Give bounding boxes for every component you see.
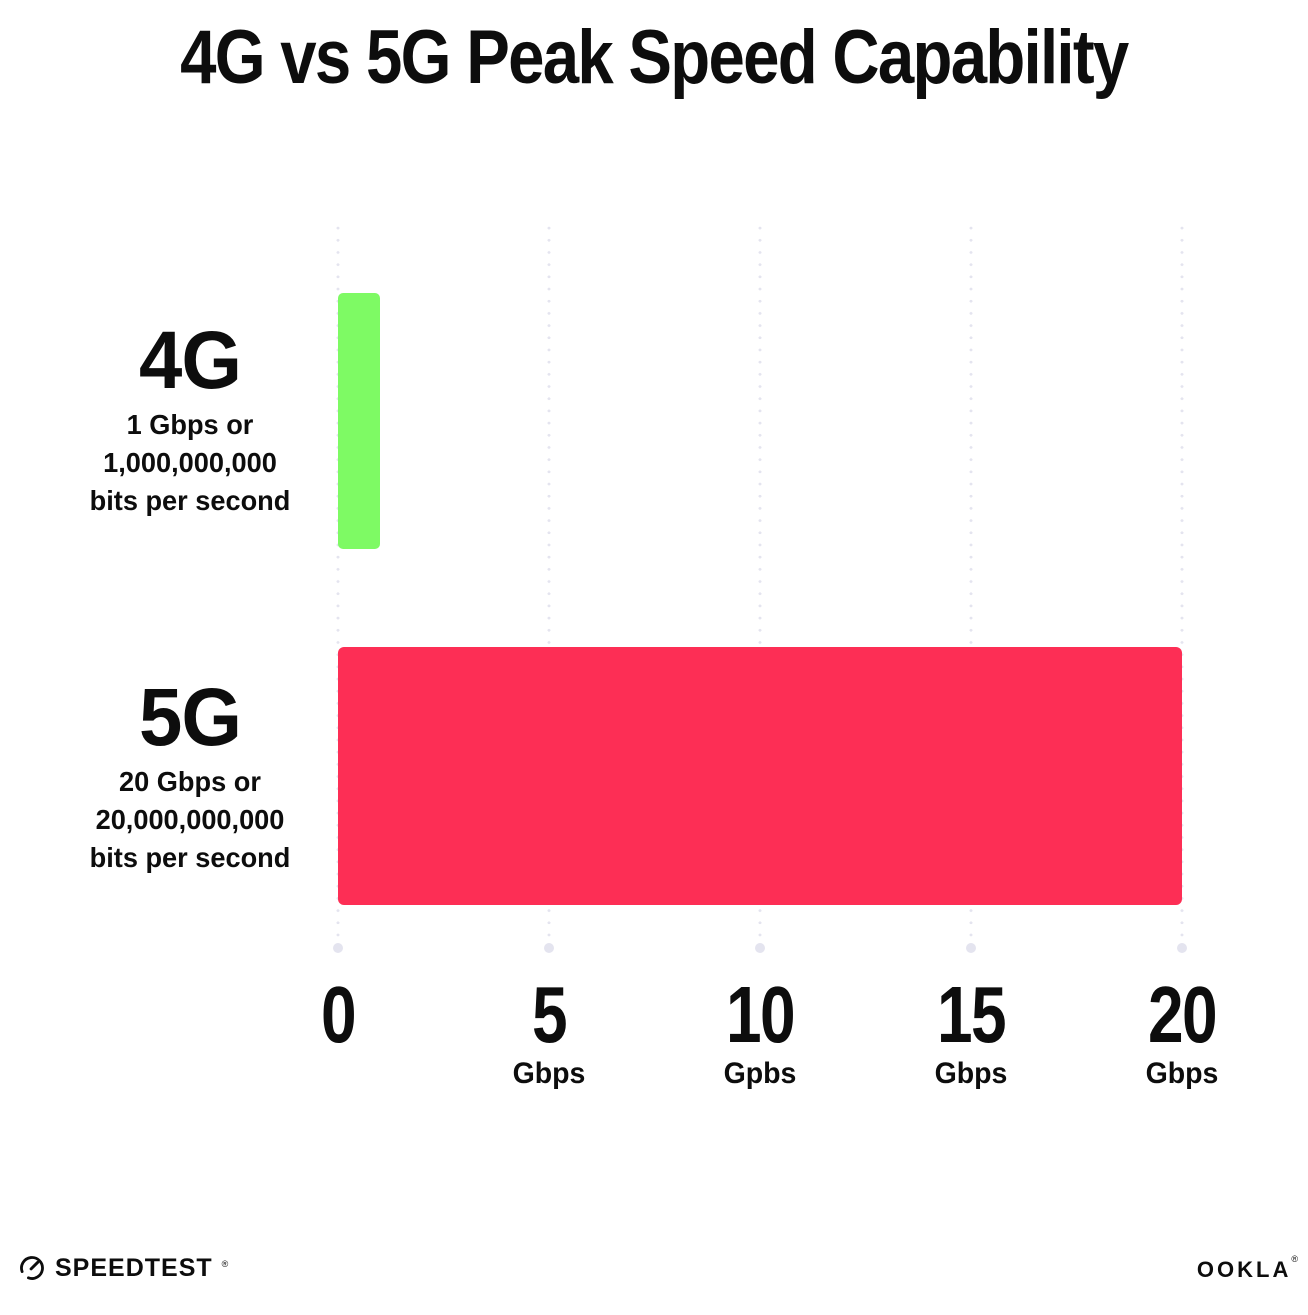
plot-area [336, 222, 1184, 955]
row-label-4g: 4G 1 Gbps or 1,000,000,000 bits per second [30, 318, 350, 520]
x-tick-value-20: 20 [1148, 970, 1218, 1059]
speedtest-wordmark: SPEEDTEST [55, 1254, 213, 1282]
speedtest-gauge-icon [20, 1256, 44, 1280]
bar-5g [338, 647, 1182, 905]
gridline-10 [758, 222, 762, 946]
gridline-15 [969, 222, 973, 946]
speedtest-logo: SPEEDTEST ® [18, 1254, 228, 1282]
x-tick-unit-10: Gpbs [723, 1057, 797, 1090]
x-tick-unit-5: Gbps [512, 1057, 586, 1090]
x-tick-unit-20: Gbps [1145, 1057, 1219, 1090]
ookla-logo: OOKLA ® [1196, 1254, 1298, 1282]
x-tick-value-15: 15 [937, 970, 1007, 1059]
x-tick-unit-15: Gbps [934, 1057, 1008, 1090]
gridline-5 [547, 222, 551, 946]
x-tick-10: 10 Gpbs [640, 975, 880, 1091]
x-tick-0: 0 [218, 975, 458, 1055]
row-label-5g: 5G 20 Gbps or 20,000,000,000 bits per secon… [30, 675, 350, 877]
x-tick-20: 20 Gbps [1062, 975, 1302, 1091]
category-label-4g: 4G [138, 315, 242, 406]
x-tick-value-10: 10 [726, 970, 796, 1059]
category-annotation-5g: 20 Gbps or 20,000,000,000 bits per second [89, 766, 291, 873]
speedtest-trademark-mark: ® [221, 1259, 229, 1269]
bar-4g [338, 293, 381, 549]
gridline-20 [1180, 222, 1184, 946]
chart-title-text: 4G vs 5G Peak Speed Capability [180, 15, 1129, 100]
ookla-wordmark: OOKLA [1196, 1257, 1292, 1282]
x-tick-value-5: 5 [532, 970, 568, 1059]
x-tick-value-0: 0 [321, 970, 357, 1059]
chart-title: 4G vs 5G Peak Speed Capability [0, 16, 1308, 100]
x-tick-15: 15 Gbps [851, 975, 1091, 1091]
category-annotation-4g: 1 Gbps or 1,000,000,000 bits per second [89, 409, 291, 516]
gridline-0 [336, 222, 340, 946]
ookla-trademark-mark: ® [1291, 1254, 1298, 1264]
category-label-5g: 5G [138, 672, 242, 763]
x-tick-5: 5 Gbps [429, 975, 669, 1091]
